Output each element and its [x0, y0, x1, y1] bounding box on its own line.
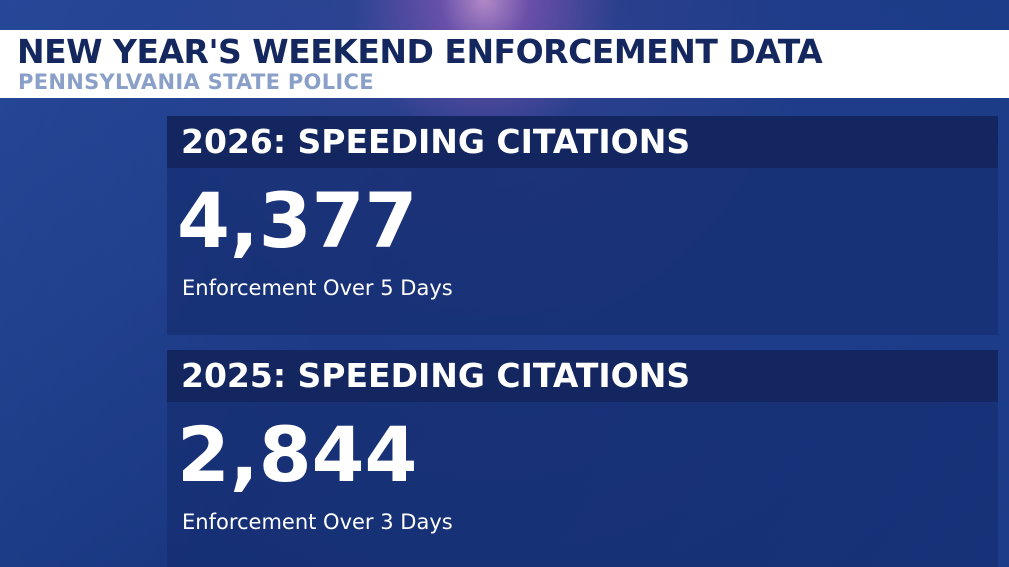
title: NEW YEAR'S WEEKEND ENFORCEMENT DATA: [17, 32, 823, 71]
header-bar: NEW YEAR'S WEEKEND ENFORCEMENT DATA PENN…: [0, 30, 1009, 98]
panel-heading-bar: 2025: SPEEDING CITATIONS: [167, 350, 998, 402]
stat-panel: 2025: SPEEDING CITATIONS 2,844 Enforceme…: [167, 350, 998, 567]
panel-heading-bar: 2026: SPEEDING CITATIONS: [167, 116, 998, 168]
panel-heading: 2026: SPEEDING CITATIONS: [181, 122, 691, 161]
panel-heading: 2025: SPEEDING CITATIONS: [181, 356, 691, 395]
subtitle: PENNSYLVANIA STATE POLICE: [18, 70, 374, 94]
stat-value: 4,377: [177, 176, 418, 265]
stat-value: 2,844: [177, 410, 418, 499]
stat-panel: 2026: SPEEDING CITATIONS 4,377 Enforceme…: [167, 116, 998, 335]
stat-caption: Enforcement Over 5 Days: [182, 276, 453, 300]
stat-caption: Enforcement Over 3 Days: [182, 510, 453, 534]
